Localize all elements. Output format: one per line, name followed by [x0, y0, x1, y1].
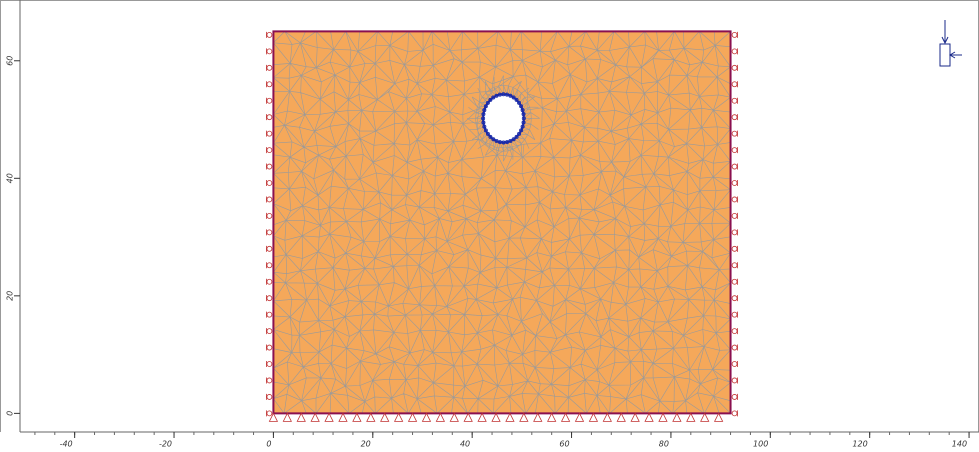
- y-tick-label: 40: [6, 173, 15, 183]
- x-tick-label: 0: [266, 440, 271, 449]
- material-domain: [273, 31, 730, 413]
- y-tick-label: 20: [6, 291, 15, 301]
- x-tick-label: 80: [659, 440, 669, 449]
- mesh-layer: [266, 31, 737, 421]
- x-ruler: [0, 432, 979, 452]
- x-tick-label: 40: [460, 440, 470, 449]
- viewport: -40 -20 0 20 40 60 80 100 120 140 0 20 40 60: [0, 0, 979, 452]
- x-tick-label: -40: [60, 440, 73, 449]
- y-tick-label: 0: [6, 411, 15, 416]
- x-tick-label: -20: [159, 440, 172, 449]
- x-tick-label: 60: [559, 440, 569, 449]
- x-tick-label: 100: [753, 440, 768, 449]
- x-tick-label: 140: [952, 440, 967, 449]
- x-tick-label: 120: [852, 440, 867, 449]
- x-tick-label: 20: [361, 440, 371, 449]
- y-tick-label: 60: [6, 56, 15, 66]
